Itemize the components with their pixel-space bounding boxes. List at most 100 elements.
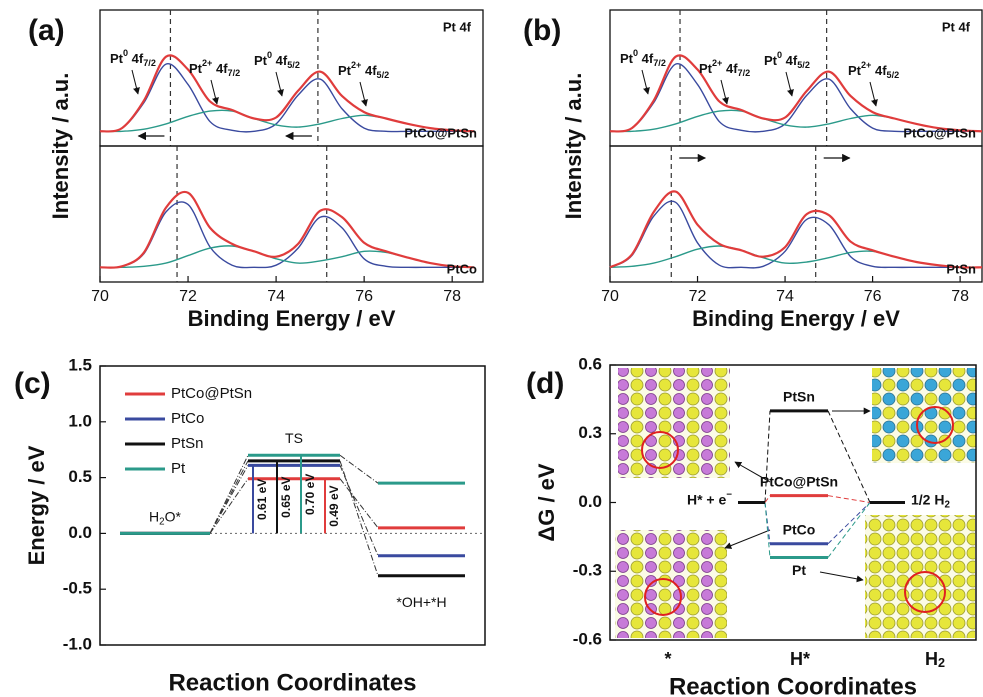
text-part: 2: [938, 656, 945, 670]
spectrum-line: [610, 201, 982, 268]
x-axis-label: Binding Energy / eV: [188, 306, 396, 331]
x-tick-label: 74: [267, 288, 285, 305]
text-part: 5/2: [797, 60, 810, 70]
x-tick-label: 76: [355, 288, 373, 305]
sample-label: PtCo: [447, 261, 477, 276]
peak-label-arrow: [642, 70, 648, 94]
peak-label-arrow: [870, 82, 876, 106]
peak-label: Pt0 4f7/2: [110, 48, 156, 68]
peak-label-arrow: [132, 70, 138, 94]
text-part: 7/2: [228, 68, 241, 78]
text-part: Pt: [764, 53, 778, 68]
panel-title: (d): [526, 367, 564, 400]
panel-title: (a): [28, 14, 65, 47]
connector: [828, 503, 870, 558]
y-tick-label: 0.0: [578, 492, 602, 511]
text-part: 4f: [272, 53, 288, 68]
y-tick-label: -0.3: [573, 561, 602, 580]
annotation: Pt 4f: [942, 19, 971, 34]
x-tick-label: 78: [951, 288, 969, 305]
peak-label-arrow: [276, 72, 282, 96]
panel-title: (b): [523, 14, 561, 47]
text-part: 5/2: [377, 70, 390, 80]
x-tick-label: 78: [443, 288, 461, 305]
barrier-label: 0.61 eV: [255, 479, 269, 520]
text-part: 2+: [202, 58, 212, 68]
y-tick-label: 0.3: [578, 423, 602, 442]
text-part: −: [726, 489, 732, 500]
state-label: H2O*: [149, 508, 181, 527]
connector: [765, 503, 770, 544]
peak-label: Pt0 4f5/2: [254, 50, 300, 70]
structure-image: [865, 515, 975, 638]
y-tick-label: -1.0: [63, 634, 92, 653]
text-part: Pt: [699, 61, 713, 76]
spectrum-line: [100, 202, 474, 268]
text-part: TS: [285, 430, 303, 446]
pointer-arrow: [725, 530, 770, 548]
connector: [828, 496, 870, 503]
x-axis-label: Reaction Coordinates: [669, 673, 917, 697]
text-part: O*: [165, 508, 182, 524]
y-tick-label: 0.5: [68, 467, 92, 486]
text-part: Pt: [110, 51, 124, 66]
y-axis-label: Intensity / a.u.: [48, 73, 73, 220]
text-part: 4f: [212, 61, 228, 76]
connector: [210, 455, 248, 533]
connector: [210, 479, 248, 534]
text-part: 4f: [722, 61, 738, 76]
text-part: Pt: [189, 61, 203, 76]
sample-label: PtSn: [946, 261, 976, 276]
x-tick-label: H*: [790, 649, 810, 669]
connector: [340, 465, 378, 555]
level-label: PtCo: [783, 521, 816, 537]
y-tick-label: 0.0: [68, 523, 92, 542]
x-tick-label: 70: [601, 288, 619, 305]
text-part: 4f: [128, 51, 144, 66]
peak-label: Pt2+ 4f5/2: [338, 60, 389, 80]
legend-label: Pt: [171, 460, 186, 477]
text-part: 7/2: [653, 58, 666, 68]
y-tick-label: 1.5: [68, 355, 92, 374]
text-part: 7/2: [738, 68, 751, 78]
text-part: H: [925, 649, 938, 669]
barrier-label: 0.70 eV: [303, 474, 317, 515]
connector: [828, 503, 870, 544]
text-part: 2: [944, 499, 950, 510]
level-label: Pt: [792, 562, 806, 578]
x-tick-label: 74: [776, 288, 794, 305]
peak-label-arrow: [360, 82, 366, 106]
barrier-label: 0.65 eV: [279, 476, 293, 517]
level-label: PtSn: [783, 389, 815, 405]
text-part: *: [664, 649, 671, 669]
spectrum-line: [100, 192, 474, 268]
level-label: PtCo@PtSn: [760, 473, 838, 489]
y-axis-label: Energy / eV: [24, 445, 49, 565]
connector: [340, 479, 378, 528]
text-part: 7/2: [143, 58, 156, 68]
text-part: H* + e: [687, 491, 727, 507]
text-part: 5/2: [887, 70, 900, 80]
x-tick-label: H2: [925, 649, 945, 671]
legend-label: PtSn: [171, 435, 204, 452]
state-label: *OH+*H: [396, 594, 446, 610]
legend-label: PtCo@PtSn: [171, 385, 252, 402]
end-label: H* + e−: [687, 489, 732, 507]
x-axis-label: Reaction Coordinates: [168, 669, 416, 696]
annotation: Pt 4f: [443, 19, 472, 34]
text-part: 4f: [638, 51, 654, 66]
structure-image: [615, 530, 727, 638]
text-part: 2+: [351, 60, 361, 70]
peak-label: Pt0 4f5/2: [764, 50, 810, 70]
text-part: 1/2 H: [911, 491, 944, 507]
structure-image: [872, 368, 976, 463]
text-part: H: [149, 508, 159, 524]
legend-label: PtCo: [171, 410, 204, 427]
text-part: 4f: [782, 53, 798, 68]
text-part: Pt: [620, 51, 634, 66]
x-tick-label: 72: [689, 288, 707, 305]
text-part: 4f: [361, 63, 377, 78]
peak-label: Pt2+ 4f7/2: [189, 58, 240, 78]
text-part: 2+: [861, 60, 871, 70]
barrier-label: 0.49 eV: [327, 485, 341, 526]
